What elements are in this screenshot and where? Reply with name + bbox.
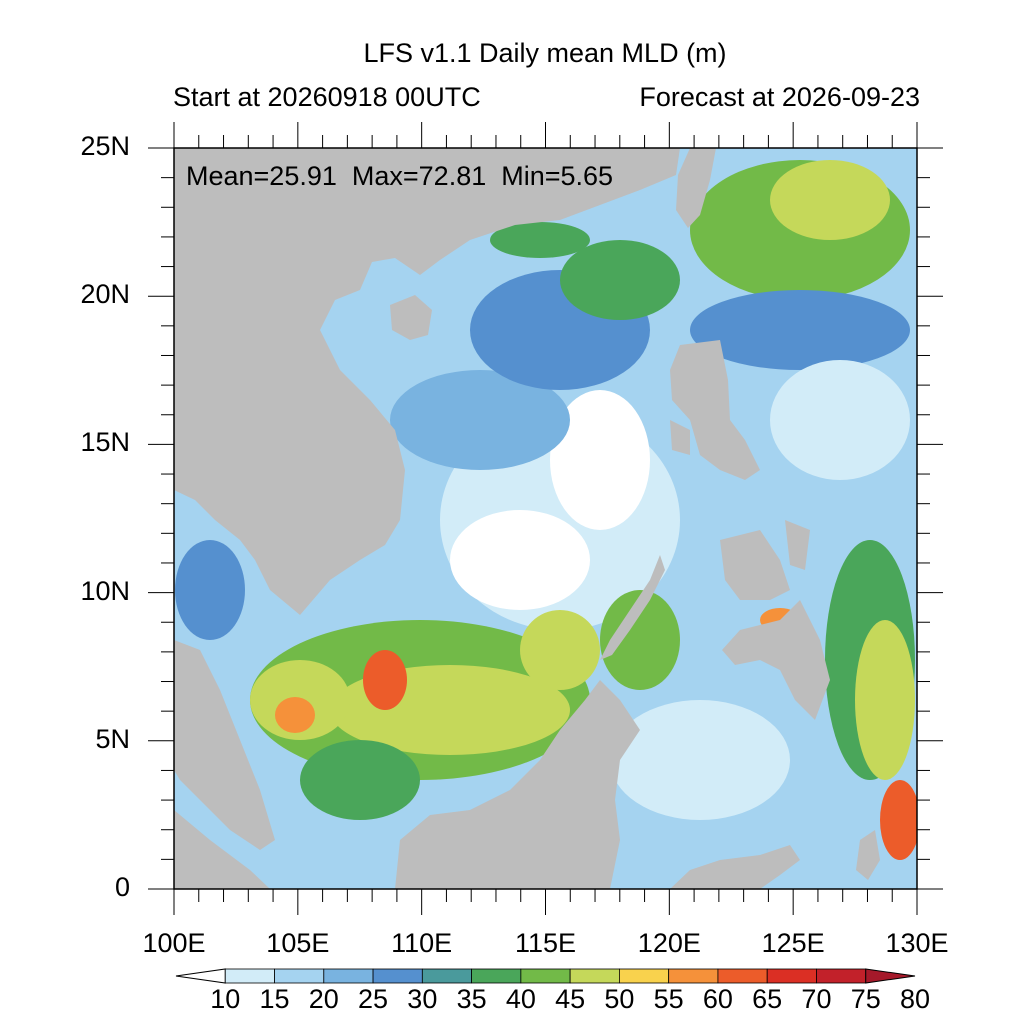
colorbar-level-label: 25 xyxy=(358,984,389,1014)
lon-tick-label: 130E xyxy=(885,928,949,958)
colorbar-level-label: 80 xyxy=(899,984,931,1014)
land-hainan xyxy=(390,295,432,340)
axis-ticks xyxy=(148,122,943,915)
colorbar xyxy=(175,968,916,984)
land-sulawesi-halmahera xyxy=(670,845,800,889)
colorbar-level-label: 10 xyxy=(210,984,241,1014)
map-title: LFS v1.1 Daily mean MLD (m) xyxy=(363,38,727,68)
lat-tick-label: 20N xyxy=(80,279,130,310)
lat-tick-label: 10N xyxy=(80,575,130,606)
land-masses xyxy=(174,148,880,889)
lon-tick-label: 115E xyxy=(514,928,577,958)
lat-tick-label: 25N xyxy=(80,131,130,161)
colorbar-swatch xyxy=(421,968,473,984)
land-malay-peninsula xyxy=(174,640,275,850)
land-palawan xyxy=(600,555,665,660)
colorbar-level-label: 20 xyxy=(308,984,339,1014)
lon-tick-label: 110E xyxy=(391,928,453,958)
land-halmahera xyxy=(856,830,880,880)
land-asia-mainland xyxy=(174,148,680,615)
lon-tick-label: 100E xyxy=(142,928,206,958)
colorbar-swatch xyxy=(619,968,670,984)
forecast-time-label: Forecast at 2026-09-23 xyxy=(639,82,920,112)
stats-max: Max=72.81 xyxy=(351,161,487,191)
lat-tick-label: 5N xyxy=(95,723,130,754)
colorbar-swatch xyxy=(372,968,423,984)
colorbar-swatch xyxy=(865,968,916,984)
colorbar-level-label: 65 xyxy=(752,984,783,1014)
lon-tick-label: 105E xyxy=(266,928,330,958)
colorbar-swatch xyxy=(717,968,768,984)
plot-area xyxy=(174,148,917,889)
colorbar-level-label: 70 xyxy=(801,984,832,1014)
stats-min: Min=5.65 xyxy=(501,161,614,191)
colorbar-level-label: 55 xyxy=(653,984,684,1014)
lon-tick-label: 125E xyxy=(761,928,825,958)
colorbar-swatch xyxy=(766,968,817,984)
colorbar-level-label: 30 xyxy=(407,984,438,1014)
colorbar-swatch xyxy=(520,968,571,984)
colorbar-level-label: 40 xyxy=(505,984,536,1014)
colorbar-level-label: 50 xyxy=(604,984,635,1014)
stats-summary: Mean=25.91 Max=72.81 Min=5.65 xyxy=(186,161,613,192)
stats-mean: Mean=25.91 xyxy=(186,161,337,191)
start-time-label: Start at 20260918 00UTC xyxy=(173,82,481,112)
land-sumatra-corner xyxy=(174,810,270,889)
colorbar-swatch xyxy=(668,968,719,984)
land-mindoro xyxy=(670,420,690,455)
colorbar-swatch xyxy=(274,968,325,984)
colorbar-swatch xyxy=(569,968,620,984)
colorbar-swatch xyxy=(175,968,226,984)
colorbar-level-label: 60 xyxy=(702,984,733,1014)
colorbar-level-label: 35 xyxy=(456,984,487,1014)
colorbar-swatch xyxy=(224,968,275,984)
lat-tick-label: 15N xyxy=(80,427,130,458)
land-borneo xyxy=(395,680,640,889)
land-samar xyxy=(785,520,810,570)
colorbar-swatch xyxy=(323,968,374,984)
colorbar-swatch xyxy=(816,968,867,984)
lon-tick-label: 120E xyxy=(637,928,701,958)
colorbar-swatch xyxy=(471,968,522,984)
land-taiwan xyxy=(676,148,716,228)
land-luzon xyxy=(670,340,760,480)
mld-field xyxy=(175,160,917,860)
land-visayas xyxy=(720,530,790,600)
colorbar-level-label: 75 xyxy=(850,984,881,1014)
colorbar-level-label: 45 xyxy=(555,984,586,1014)
land-mindanao xyxy=(722,600,830,720)
lat-tick-label: 0 xyxy=(114,872,130,902)
colorbar-level-label: 15 xyxy=(259,984,290,1014)
